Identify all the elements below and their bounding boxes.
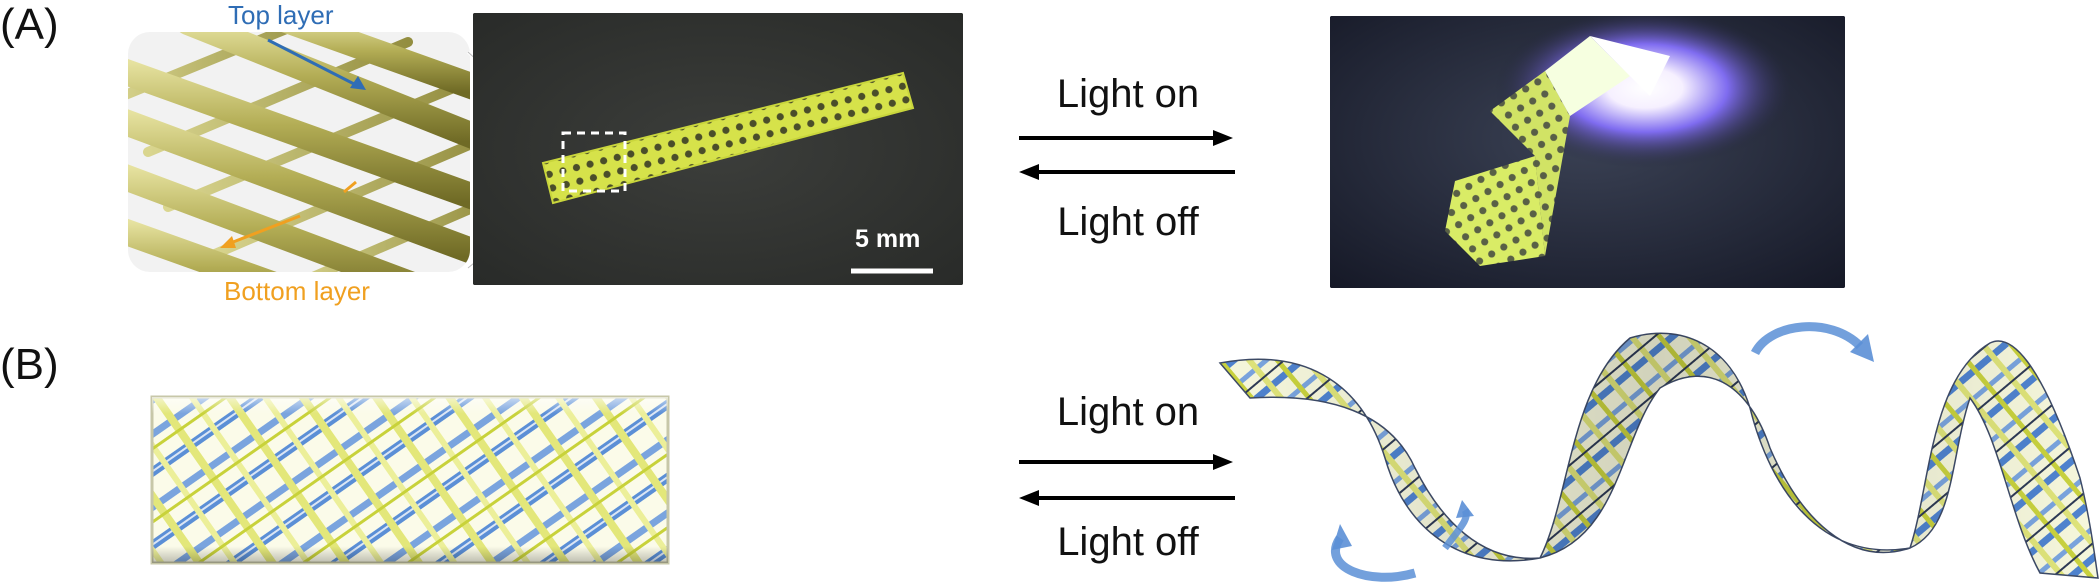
top-layer-arrow <box>267 38 366 90</box>
top-layer-label: Top layer <box>228 0 334 30</box>
helical-mesh-model <box>1210 318 2100 585</box>
zoom-box <box>561 131 627 193</box>
panel-a-light-on-label: Light on <box>1056 72 1200 116</box>
flat-mesh-model <box>150 395 670 565</box>
panel-a-light-off-label: Light off <box>1057 200 1199 244</box>
panel-a-label: (A) <box>0 0 59 49</box>
panel-a-reversible-arrows <box>1019 130 1235 180</box>
mesh-strip-photo: 5 mm <box>473 13 963 285</box>
panel-b-reversible-arrows <box>1019 454 1235 506</box>
rotation-arrow-top <box>1750 322 1874 362</box>
bottom-layer-label: Bottom layer <box>224 276 370 306</box>
bottom-layer-arrow <box>220 180 357 248</box>
panel-b-label: (B) <box>0 340 59 389</box>
folded-mesh-uv-photo <box>1330 16 1845 288</box>
panel-b-light-off-label: Light off <box>1057 520 1199 564</box>
fiber-layer-schematic <box>128 32 470 272</box>
scale-bar-label: 5 mm <box>855 225 921 253</box>
panel-b-light-on-label: Light on <box>1056 390 1200 434</box>
rotation-arrow-bottom <box>1331 500 1474 582</box>
